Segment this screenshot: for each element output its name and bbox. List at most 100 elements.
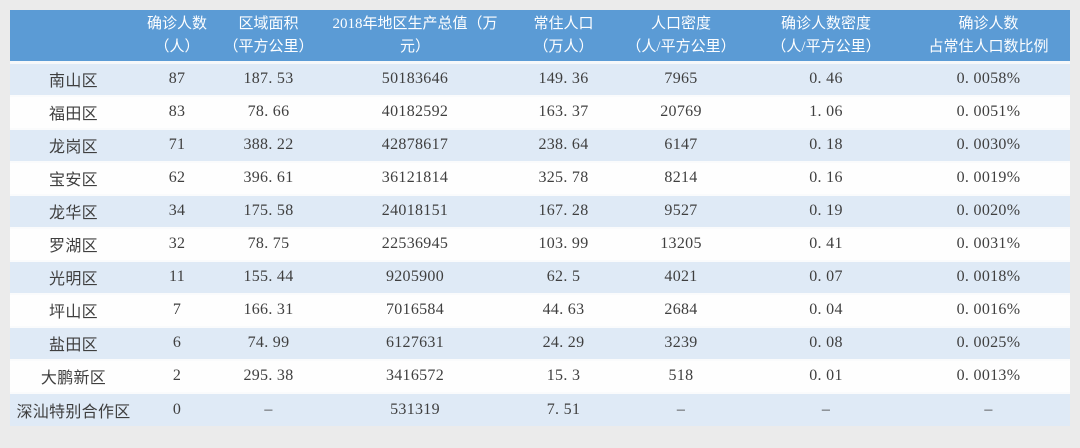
value-cell: 62 [137, 161, 217, 196]
value-cell: 44. 63 [510, 293, 617, 328]
value-cell: 7 [137, 293, 217, 328]
column-header-district [10, 10, 137, 64]
value-cell: 9205900 [320, 260, 510, 295]
table-row: 龙岗区 71 388. 22 42878617 238. 64 6147 0. 18 0. 0… [10, 128, 1070, 163]
value-cell: 0. 41 [745, 227, 907, 262]
district-name-cell: 龙岗区 [10, 128, 137, 163]
value-cell: 0. 01 [745, 359, 907, 394]
value-cell: 175. 58 [217, 194, 320, 229]
value-cell: 0. 0018% [907, 260, 1070, 295]
table-row: 龙华区 34 175. 58 24018151 167. 28 9527 0. 19 0. 0… [10, 194, 1070, 229]
district-name-cell: 深汕特别合作区 [10, 392, 137, 426]
value-cell: 24018151 [320, 194, 510, 229]
table-body: 南山区 87 187. 53 50183646 149. 36 7965 0. 46 0. 0… [10, 62, 1070, 426]
value-cell: 0 [137, 392, 217, 426]
value-cell: 32 [137, 227, 217, 262]
district-name-cell: 龙华区 [10, 194, 137, 229]
district-name-cell: 南山区 [10, 62, 137, 97]
value-cell: 7016584 [320, 293, 510, 328]
value-cell: 87 [137, 62, 217, 97]
table-row: 深汕特别合作区 0–531319 7. 51– – – [10, 392, 1070, 426]
value-cell: 13205 [617, 227, 745, 262]
value-cell: – [907, 392, 1070, 426]
value-cell: 71 [137, 128, 217, 163]
value-cell: – [617, 392, 745, 426]
value-cell: 78. 66 [217, 95, 320, 130]
value-cell: 0. 0020% [907, 194, 1070, 229]
table-row: 盐田区 6 74. 99 6127631 24. 29 3239 0. 08 0. 0025% [10, 326, 1070, 361]
column-header-resident-population: 常住人口 （万人） [510, 10, 617, 64]
value-cell: 0. 19 [745, 194, 907, 229]
value-cell: 0. 46 [745, 62, 907, 97]
district-name-cell: 光明区 [10, 260, 137, 295]
value-cell: 2684 [617, 293, 745, 328]
table-header: 确诊人数 （人） 区域面积 （平方公里） 2018年地区生产总值（万 元） 常住… [10, 10, 1070, 64]
value-cell: 0. 0019% [907, 161, 1070, 196]
value-cell: 11 [137, 260, 217, 295]
value-cell: 518 [617, 359, 745, 394]
table-header-row: 确诊人数 （人） 区域面积 （平方公里） 2018年地区生产总值（万 元） 常住… [10, 10, 1070, 64]
district-name-cell: 罗湖区 [10, 227, 137, 262]
table-row: 光明区 11 155. 44 9205900 62. 5 4021 0. 07 0. 0018… [10, 260, 1070, 295]
value-cell: 1. 06 [745, 95, 907, 130]
value-cell: 6127631 [320, 326, 510, 361]
value-cell: 3416572 [320, 359, 510, 394]
district-name-cell: 宝安区 [10, 161, 137, 196]
value-cell: 396. 61 [217, 161, 320, 196]
value-cell: 163. 37 [510, 95, 617, 130]
value-cell: 6 [137, 326, 217, 361]
value-cell: 0. 0051% [907, 95, 1070, 130]
value-cell: 36121814 [320, 161, 510, 196]
value-cell: 24. 29 [510, 326, 617, 361]
table-row: 福田区 83 78. 66 40182592 163. 37 20769 1. 06 0. 0… [10, 95, 1070, 130]
value-cell: 2 [137, 359, 217, 394]
value-cell: 34 [137, 194, 217, 229]
value-cell: 50183646 [320, 62, 510, 97]
value-cell: – [745, 392, 907, 426]
table-row: 南山区 87 187. 53 50183646 149. 36 7965 0. 46 0. 0… [10, 62, 1070, 97]
value-cell: 388. 22 [217, 128, 320, 163]
value-cell: 0. 0030% [907, 128, 1070, 163]
value-cell: 238. 64 [510, 128, 617, 163]
value-cell: 4021 [617, 260, 745, 295]
value-cell: 0. 0031% [907, 227, 1070, 262]
value-cell: 166. 31 [217, 293, 320, 328]
column-header-population-density: 人口密度 （人/平方公里） [617, 10, 745, 64]
value-cell: 74. 99 [217, 326, 320, 361]
value-cell: 155. 44 [217, 260, 320, 295]
value-cell: – [217, 392, 320, 426]
value-cell: 167. 28 [510, 194, 617, 229]
district-data-table: 确诊人数 （人） 区域面积 （平方公里） 2018年地区生产总值（万 元） 常住… [10, 10, 1070, 426]
value-cell: 0. 08 [745, 326, 907, 361]
value-cell: 0. 0025% [907, 326, 1070, 361]
value-cell: 3239 [617, 326, 745, 361]
table-row: 坪山区 7 166. 31 7016584 44. 63 2684 0. 04 0. 0016… [10, 293, 1070, 328]
district-name-cell: 盐田区 [10, 326, 137, 361]
value-cell: 15. 3 [510, 359, 617, 394]
value-cell: 295. 38 [217, 359, 320, 394]
value-cell: 6147 [617, 128, 745, 163]
value-cell: 103. 99 [510, 227, 617, 262]
district-name-cell: 坪山区 [10, 293, 137, 328]
value-cell: 7965 [617, 62, 745, 97]
table-row: 宝安区 62 396. 61 36121814 325. 78 8214 0. 16 0. 0… [10, 161, 1070, 196]
column-header-confirmed-cases: 确诊人数 （人） [137, 10, 217, 64]
value-cell: 8214 [617, 161, 745, 196]
value-cell: 0. 0016% [907, 293, 1070, 328]
column-header-case-ratio: 确诊人数 占常住人口数比例 [907, 10, 1070, 64]
value-cell: 40182592 [320, 95, 510, 130]
value-cell: 0. 0058% [907, 62, 1070, 97]
value-cell: 187. 53 [217, 62, 320, 97]
value-cell: 0. 0013% [907, 359, 1070, 394]
column-header-case-density: 确诊人数密度 （人/平方公里） [745, 10, 907, 64]
value-cell: 531319 [320, 392, 510, 426]
value-cell: 0. 16 [745, 161, 907, 196]
value-cell: 62. 5 [510, 260, 617, 295]
value-cell: 7. 51 [510, 392, 617, 426]
value-cell: 22536945 [320, 227, 510, 262]
district-data-table-container: 确诊人数 （人） 区域面积 （平方公里） 2018年地区生产总值（万 元） 常住… [10, 10, 1070, 426]
table-row: 罗湖区 32 78. 75 22536945 103. 99 13205 0. 41 0. 0… [10, 227, 1070, 262]
value-cell: 0. 07 [745, 260, 907, 295]
district-name-cell: 福田区 [10, 95, 137, 130]
value-cell: 149. 36 [510, 62, 617, 97]
